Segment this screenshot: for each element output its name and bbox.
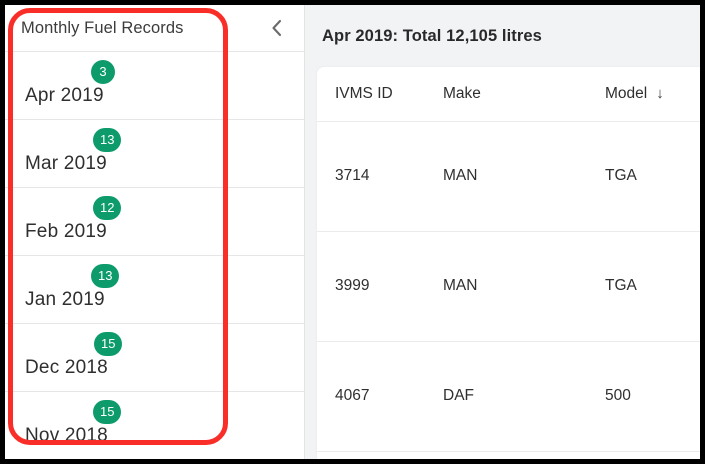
fuel-details-panel: Apr 2019: Total 12,105 litres IVMS ID <box>305 5 700 459</box>
month-total-heading: Apr 2019: Total 12,105 litres <box>322 26 542 45</box>
table-row[interactable]: 4067 DAF 500 <box>317 341 700 452</box>
cell-model: TGA <box>587 121 700 232</box>
record-count-badge: 15 <box>94 332 123 356</box>
column-header-ivms-id[interactable]: IVMS ID <box>317 67 425 122</box>
cell-ivms-id: 4067 <box>317 341 425 452</box>
month-label: Feb 2019 <box>25 221 107 242</box>
list-item[interactable]: Jan 2019 13 <box>5 256 304 324</box>
table-header-row: IVMS ID Make Model ↓ <box>317 67 700 122</box>
list-item[interactable]: Feb 2019 12 <box>5 188 304 256</box>
monthly-fuel-records-panel: Monthly Fuel Records Apr 2019 3 Mar 2019… <box>5 5 305 459</box>
column-header-make[interactable]: Make <box>425 67 587 122</box>
list-item[interactable]: Mar 2019 13 <box>5 120 304 188</box>
month-label: Dec 2018 <box>25 357 108 378</box>
cell-model: TGA <box>587 231 700 342</box>
record-count-badge: 3 <box>91 60 115 84</box>
record-count-badge: 15 <box>93 400 122 424</box>
cell-ivms-id: 3999 <box>317 231 425 342</box>
cell-make: MAN <box>425 231 587 342</box>
arrow-down-icon: ↓ <box>656 84 664 102</box>
table-row[interactable]: 3714 MAN TGA <box>317 121 700 232</box>
column-header-label: IVMS ID <box>335 84 393 102</box>
column-header-label: Make <box>443 84 481 102</box>
fuel-records-table: IVMS ID Make Model ↓ 3714 <box>317 67 700 452</box>
month-label: Jan 2019 <box>25 289 105 310</box>
month-label: Mar 2019 <box>25 153 107 174</box>
app-canvas: Monthly Fuel Records Apr 2019 3 Mar 2019… <box>5 5 700 459</box>
month-list: Apr 2019 3 Mar 2019 13 Feb 2019 12 Jan 2… <box>5 52 304 459</box>
record-count-badge: 13 <box>93 128 122 152</box>
record-count-badge: 12 <box>93 196 122 220</box>
cell-make: MAN <box>425 121 587 232</box>
cell-model: 500 <box>587 341 700 452</box>
table-body: 3714 MAN TGA 3999 MAN TGA 4067 DAF 5 <box>317 121 700 452</box>
record-count-badge: 13 <box>91 264 120 288</box>
month-label: Nov 2018 <box>25 425 108 446</box>
cell-make: DAF <box>425 341 587 452</box>
records-table-card: IVMS ID Make Model ↓ 3714 <box>317 67 700 459</box>
list-item[interactable]: Dec 2018 15 <box>5 324 304 392</box>
table-row[interactable]: 3999 MAN TGA <box>317 231 700 342</box>
column-header-model[interactable]: Model ↓ <box>587 67 700 122</box>
panel-title: Monthly Fuel Records <box>21 18 184 37</box>
column-header-label: Model <box>605 84 648 102</box>
list-item[interactable]: Apr 2019 3 <box>5 52 304 120</box>
list-item[interactable]: Nov 2018 15 <box>5 392 304 459</box>
panel-header: Monthly Fuel Records <box>5 5 304 52</box>
month-label: Apr 2019 <box>25 85 104 106</box>
cell-ivms-id: 3714 <box>317 121 425 232</box>
chevron-left-icon[interactable] <box>264 16 288 40</box>
table-header: IVMS ID Make Model ↓ <box>317 67 700 122</box>
